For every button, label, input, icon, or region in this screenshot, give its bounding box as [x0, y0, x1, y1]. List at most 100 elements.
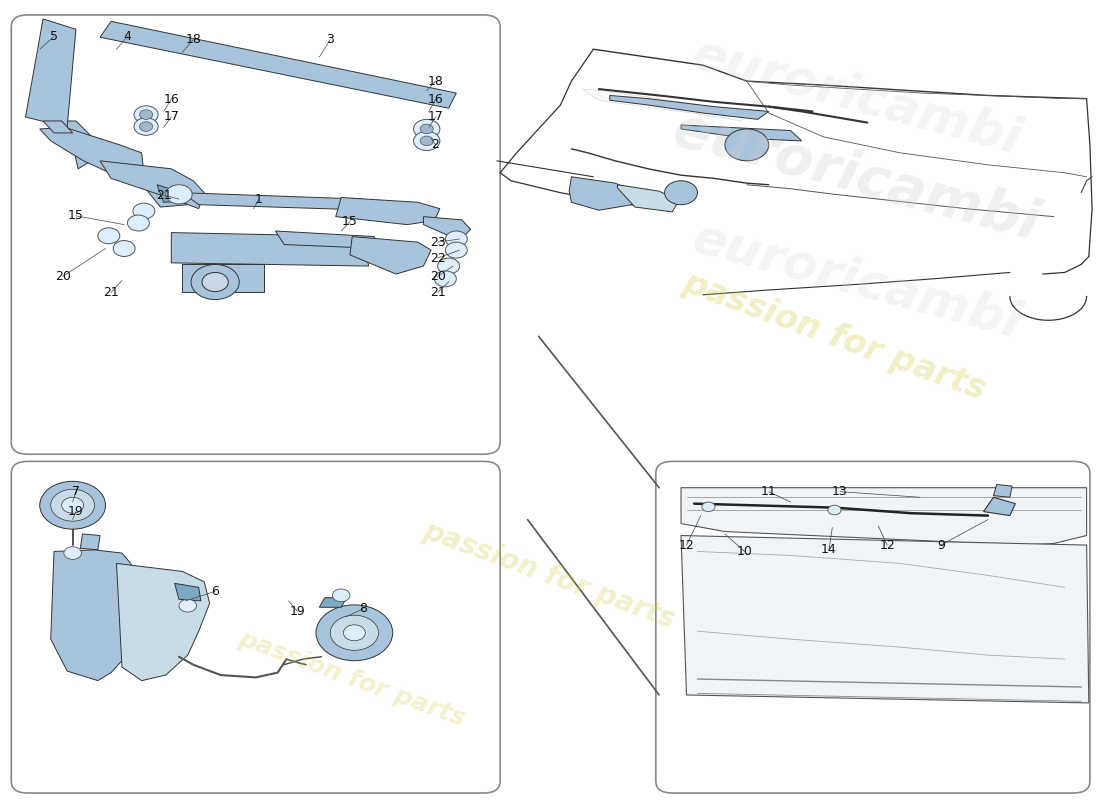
Text: euroricambi: euroricambi	[686, 30, 1026, 164]
Text: 21: 21	[103, 286, 119, 299]
Polygon shape	[609, 95, 769, 119]
Text: 19: 19	[68, 505, 84, 518]
Text: 17: 17	[428, 110, 443, 123]
Text: 5: 5	[50, 30, 58, 43]
Circle shape	[725, 129, 769, 161]
Circle shape	[113, 241, 135, 257]
Circle shape	[343, 625, 365, 641]
Polygon shape	[100, 22, 456, 108]
Polygon shape	[183, 193, 374, 210]
Circle shape	[316, 605, 393, 661]
Text: euroricambi: euroricambi	[668, 102, 1045, 251]
Text: 17: 17	[164, 110, 179, 123]
Polygon shape	[569, 177, 637, 210]
Text: 8: 8	[359, 602, 367, 615]
Circle shape	[64, 546, 81, 559]
FancyBboxPatch shape	[656, 462, 1090, 793]
Circle shape	[133, 203, 155, 219]
Polygon shape	[80, 534, 100, 550]
Polygon shape	[582, 89, 747, 121]
Circle shape	[434, 271, 456, 286]
Polygon shape	[983, 498, 1015, 515]
Polygon shape	[275, 231, 380, 249]
Text: 15: 15	[68, 210, 84, 222]
Text: 22: 22	[430, 251, 446, 265]
Polygon shape	[183, 265, 264, 292]
Text: 18: 18	[428, 74, 443, 88]
Text: 9: 9	[937, 538, 945, 551]
Circle shape	[414, 119, 440, 138]
Text: 3: 3	[327, 33, 334, 46]
Circle shape	[98, 228, 120, 244]
Circle shape	[202, 273, 229, 291]
Text: 6: 6	[211, 585, 219, 598]
Circle shape	[140, 122, 153, 131]
Polygon shape	[336, 198, 440, 225]
Polygon shape	[43, 121, 73, 133]
FancyBboxPatch shape	[11, 462, 500, 793]
Circle shape	[332, 589, 350, 602]
FancyBboxPatch shape	[11, 15, 500, 454]
Polygon shape	[681, 488, 1087, 545]
Text: 21: 21	[430, 286, 446, 299]
Text: 4: 4	[123, 30, 131, 43]
Circle shape	[420, 136, 433, 146]
Text: 16: 16	[428, 93, 443, 106]
Text: 7: 7	[72, 485, 80, 498]
Polygon shape	[25, 19, 76, 127]
Text: passion for parts: passion for parts	[420, 517, 680, 634]
Circle shape	[420, 124, 433, 134]
Polygon shape	[54, 121, 111, 169]
Text: 14: 14	[821, 543, 837, 556]
Text: passion for parts: passion for parts	[679, 266, 990, 406]
Text: passion for parts: passion for parts	[235, 626, 469, 731]
Polygon shape	[424, 217, 471, 241]
Text: 15: 15	[342, 215, 358, 228]
Text: 16: 16	[164, 93, 179, 106]
Text: 13: 13	[832, 485, 848, 498]
Polygon shape	[617, 185, 679, 212]
Polygon shape	[172, 233, 368, 266]
Polygon shape	[100, 161, 205, 209]
Circle shape	[191, 265, 240, 299]
Circle shape	[664, 181, 697, 205]
Polygon shape	[993, 485, 1012, 498]
Text: 21: 21	[156, 189, 172, 202]
Polygon shape	[40, 127, 188, 207]
Text: 1: 1	[255, 193, 263, 206]
Circle shape	[438, 258, 460, 274]
Polygon shape	[681, 535, 1089, 703]
Text: 12: 12	[879, 538, 895, 551]
Circle shape	[702, 502, 715, 512]
Circle shape	[330, 615, 378, 650]
Circle shape	[51, 490, 95, 521]
Circle shape	[414, 131, 440, 150]
Polygon shape	[51, 550, 139, 681]
Circle shape	[134, 118, 158, 135]
Text: 2: 2	[431, 138, 439, 151]
Circle shape	[446, 242, 468, 258]
Circle shape	[40, 482, 106, 529]
Text: euroricambi: euroricambi	[686, 214, 1026, 347]
Circle shape	[179, 599, 197, 612]
Polygon shape	[175, 583, 201, 601]
Text: 20: 20	[55, 270, 70, 283]
Polygon shape	[319, 598, 346, 607]
Circle shape	[446, 231, 468, 247]
Polygon shape	[350, 237, 431, 274]
Polygon shape	[681, 125, 802, 141]
Circle shape	[828, 506, 842, 515]
Circle shape	[128, 215, 150, 231]
Text: 10: 10	[737, 545, 752, 558]
Text: 20: 20	[430, 270, 446, 283]
Circle shape	[140, 110, 153, 119]
Polygon shape	[157, 185, 188, 202]
Circle shape	[166, 185, 192, 204]
Text: 12: 12	[679, 538, 694, 551]
Text: 19: 19	[289, 605, 305, 618]
Circle shape	[62, 498, 84, 514]
Text: 18: 18	[185, 33, 201, 46]
Text: 11: 11	[761, 485, 777, 498]
Text: 23: 23	[430, 236, 446, 249]
Polygon shape	[117, 563, 210, 681]
